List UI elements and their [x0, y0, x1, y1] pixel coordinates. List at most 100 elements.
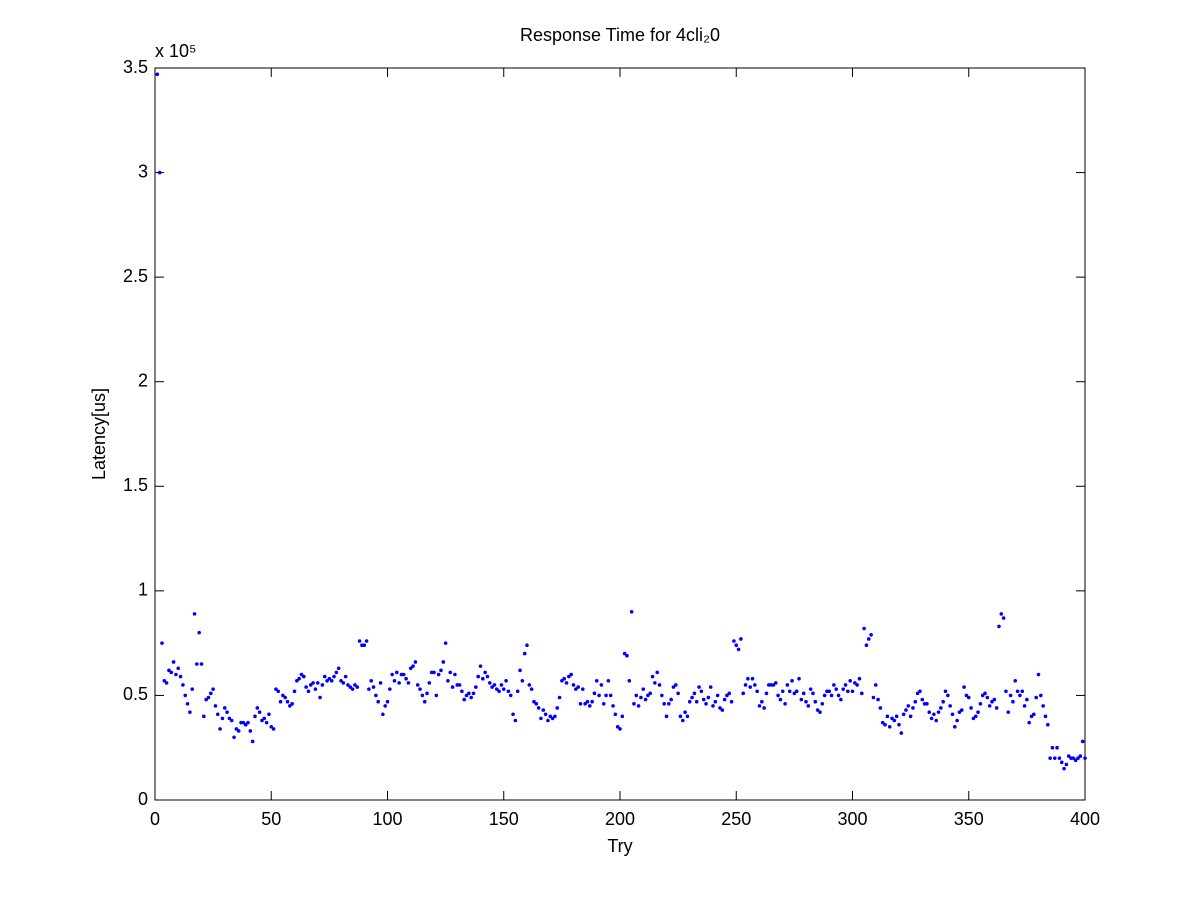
point [1041, 704, 1045, 708]
point [997, 624, 1001, 629]
point [962, 685, 966, 689]
point [1029, 714, 1034, 719]
point [546, 718, 550, 723]
point [474, 685, 478, 689]
point [297, 676, 301, 681]
point [694, 699, 699, 704]
point [302, 674, 306, 679]
point [876, 697, 880, 702]
point [213, 704, 218, 708]
point [641, 687, 646, 691]
x-axis-label: Try [607, 836, 632, 856]
point [622, 651, 627, 656]
point [178, 674, 183, 679]
point [413, 660, 418, 664]
point [674, 683, 678, 687]
point [969, 706, 973, 710]
point [620, 714, 625, 719]
point [590, 699, 594, 704]
point [1050, 745, 1055, 750]
point [215, 712, 220, 717]
point [276, 689, 281, 694]
point [611, 704, 615, 708]
point [197, 630, 201, 635]
point [829, 693, 834, 698]
point [950, 712, 955, 717]
x-tick-label: 350 [954, 809, 984, 829]
point [787, 689, 792, 694]
point [176, 666, 181, 671]
point [913, 699, 918, 704]
point [983, 691, 987, 696]
point [855, 683, 859, 687]
point [325, 678, 329, 683]
point [395, 670, 399, 675]
point [527, 683, 532, 687]
point [332, 674, 336, 679]
chart-title: Response Time for 4cli₂0 [520, 25, 720, 45]
point [199, 662, 204, 666]
point [406, 681, 411, 685]
y-tick-label: 2 [138, 370, 148, 390]
point [932, 712, 936, 717]
point [934, 718, 938, 723]
point [257, 710, 262, 714]
point [1027, 720, 1031, 725]
point [541, 708, 546, 712]
point [971, 716, 976, 721]
point [271, 727, 276, 731]
point [583, 701, 587, 706]
point [353, 683, 357, 687]
point [362, 643, 367, 648]
point [1032, 712, 1036, 717]
point [762, 706, 766, 710]
point [862, 626, 866, 631]
point [304, 685, 308, 689]
point [543, 712, 548, 717]
point [799, 697, 804, 702]
point [1057, 756, 1062, 760]
point [790, 678, 794, 683]
point [227, 716, 232, 721]
point [776, 693, 780, 698]
point [336, 666, 341, 671]
point [415, 683, 420, 687]
point [629, 609, 634, 614]
point [401, 672, 406, 677]
point [1043, 714, 1048, 719]
point [262, 716, 267, 721]
point [1011, 699, 1015, 704]
point [385, 699, 390, 704]
point [708, 685, 713, 689]
point [464, 693, 469, 698]
x-tick-label: 400 [1070, 809, 1100, 829]
point [515, 689, 520, 694]
point [627, 678, 632, 683]
point [248, 729, 253, 733]
point [243, 722, 248, 727]
point [760, 699, 764, 704]
point [236, 729, 241, 733]
point [692, 691, 697, 696]
point [327, 676, 332, 681]
point [299, 672, 304, 677]
point [713, 699, 718, 704]
y-tick-label: 0 [138, 789, 148, 809]
point [925, 701, 929, 706]
x-tick-label: 200 [605, 809, 635, 829]
point [985, 695, 990, 700]
y-tick-label: 2.5 [123, 266, 148, 286]
point [783, 701, 787, 706]
point [581, 687, 585, 691]
point [804, 699, 808, 704]
point [680, 718, 685, 723]
point [746, 676, 750, 681]
point [918, 689, 922, 694]
point [966, 695, 971, 700]
point [295, 678, 299, 683]
point [162, 678, 167, 683]
point [192, 612, 197, 616]
point [357, 639, 362, 643]
point [443, 641, 448, 645]
